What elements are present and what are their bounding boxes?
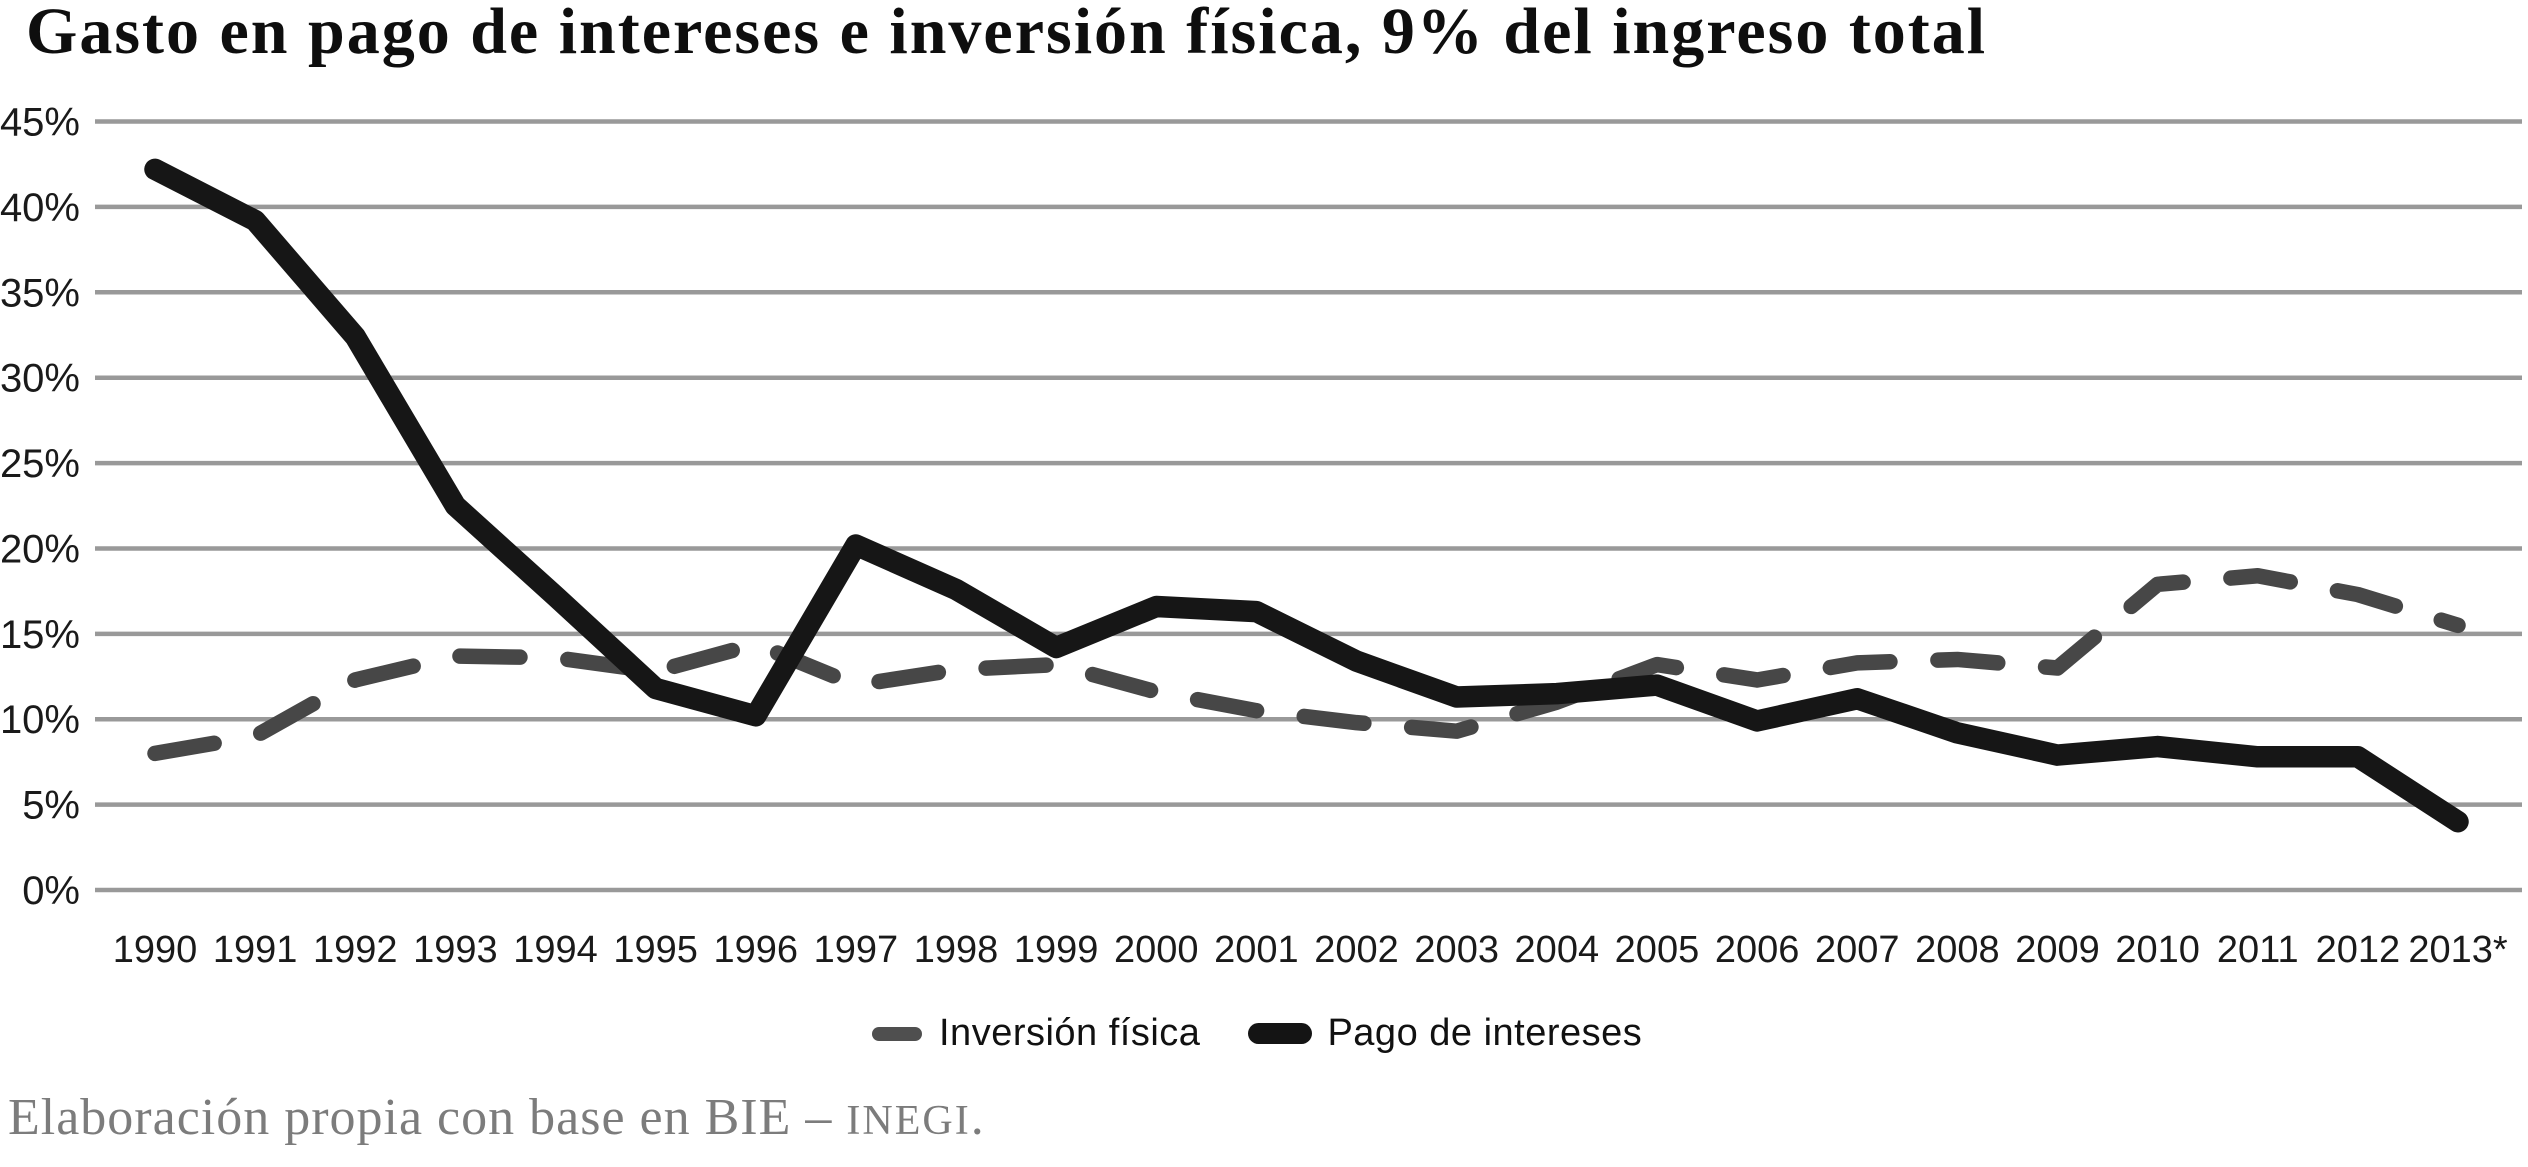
solid-line-swatch-icon — [1248, 1023, 1313, 1044]
y-axis-tick-labels: 45% 40% 35% 30% 25% 20% 15% 10% 5% 0% — [0, 101, 80, 913]
x-tick-label: 2001 — [1214, 929, 1299, 971]
x-tick-label: 2006 — [1715, 929, 1800, 971]
y-tick-label: 5% — [22, 784, 80, 828]
x-tick-label: 1994 — [513, 929, 598, 971]
y-tick-label: 10% — [0, 698, 80, 742]
y-tick-label: 35% — [0, 271, 80, 315]
x-tick-label: 1996 — [714, 929, 799, 971]
y-tick-label: 25% — [0, 442, 80, 486]
x-tick-label: 2010 — [2115, 929, 2200, 971]
legend-item-inversion-fisica: Inversión física — [872, 1012, 1200, 1055]
source-note: Elaboración propia con base en BIE – INE… — [8, 1088, 985, 1147]
legend-item-pago-de-intereses: Pago de intereses — [1248, 1012, 1642, 1055]
x-tick-label: 2012 — [2316, 929, 2401, 971]
x-tick-label: 2009 — [2015, 929, 2100, 971]
series-lines — [144, 158, 2469, 833]
x-tick-label: 1998 — [914, 929, 999, 971]
x-tick-label: 1997 — [814, 929, 899, 971]
x-tick-label: 1995 — [613, 929, 698, 971]
dashed-line-swatch-icon — [872, 1026, 922, 1041]
series-line-inversion-fisica — [147, 568, 2466, 762]
x-tick-label: 2003 — [1414, 929, 1499, 971]
chart-legend: Inversión física Pago de intereses — [872, 1012, 1690, 1055]
x-tick-label: 1991 — [213, 929, 298, 971]
x-tick-label: 1992 — [313, 929, 398, 971]
gridlines — [95, 119, 2522, 893]
y-tick-label: 20% — [0, 527, 80, 571]
x-axis-tick-labels: 1990 1991 1992 1993 1994 1995 1996 1997 1998 1999… — [113, 929, 2508, 971]
x-tick-label: 2002 — [1314, 929, 1399, 971]
x-tick-label: 2007 — [1815, 929, 1900, 971]
y-tick-label: 15% — [0, 613, 80, 657]
series-line-pago-de-intereses — [144, 158, 2469, 833]
x-tick-label: 2005 — [1615, 929, 1700, 971]
x-tick-label: 1990 — [113, 929, 198, 971]
x-tick-label: 2000 — [1114, 929, 1199, 971]
source-note-suffix: . — [970, 1089, 985, 1146]
source-note-prefix: Elaboración propia con base en BIE – — [8, 1089, 847, 1146]
chart-title: Gasto en pago de intereses e inversión f… — [26, 0, 1988, 68]
y-tick-label: 40% — [0, 186, 80, 230]
x-tick-label: 2004 — [1515, 929, 1600, 971]
legend-label-pago-de-intereses: Pago de intereses — [1327, 1012, 1643, 1054]
y-tick-label: 0% — [22, 869, 80, 913]
y-tick-label: 45% — [0, 101, 80, 145]
x-tick-label: 1993 — [413, 929, 498, 971]
legend-label-inversion-fisica: Inversión física — [939, 1012, 1201, 1054]
y-tick-label: 30% — [0, 357, 80, 401]
x-tick-label: 2011 — [2217, 929, 2299, 971]
x-tick-label: 1999 — [1014, 929, 1099, 971]
x-tick-label: 2013* — [2408, 929, 2508, 971]
source-acronym: INEGI — [846, 1098, 971, 1144]
x-tick-label: 2008 — [1915, 929, 2000, 971]
